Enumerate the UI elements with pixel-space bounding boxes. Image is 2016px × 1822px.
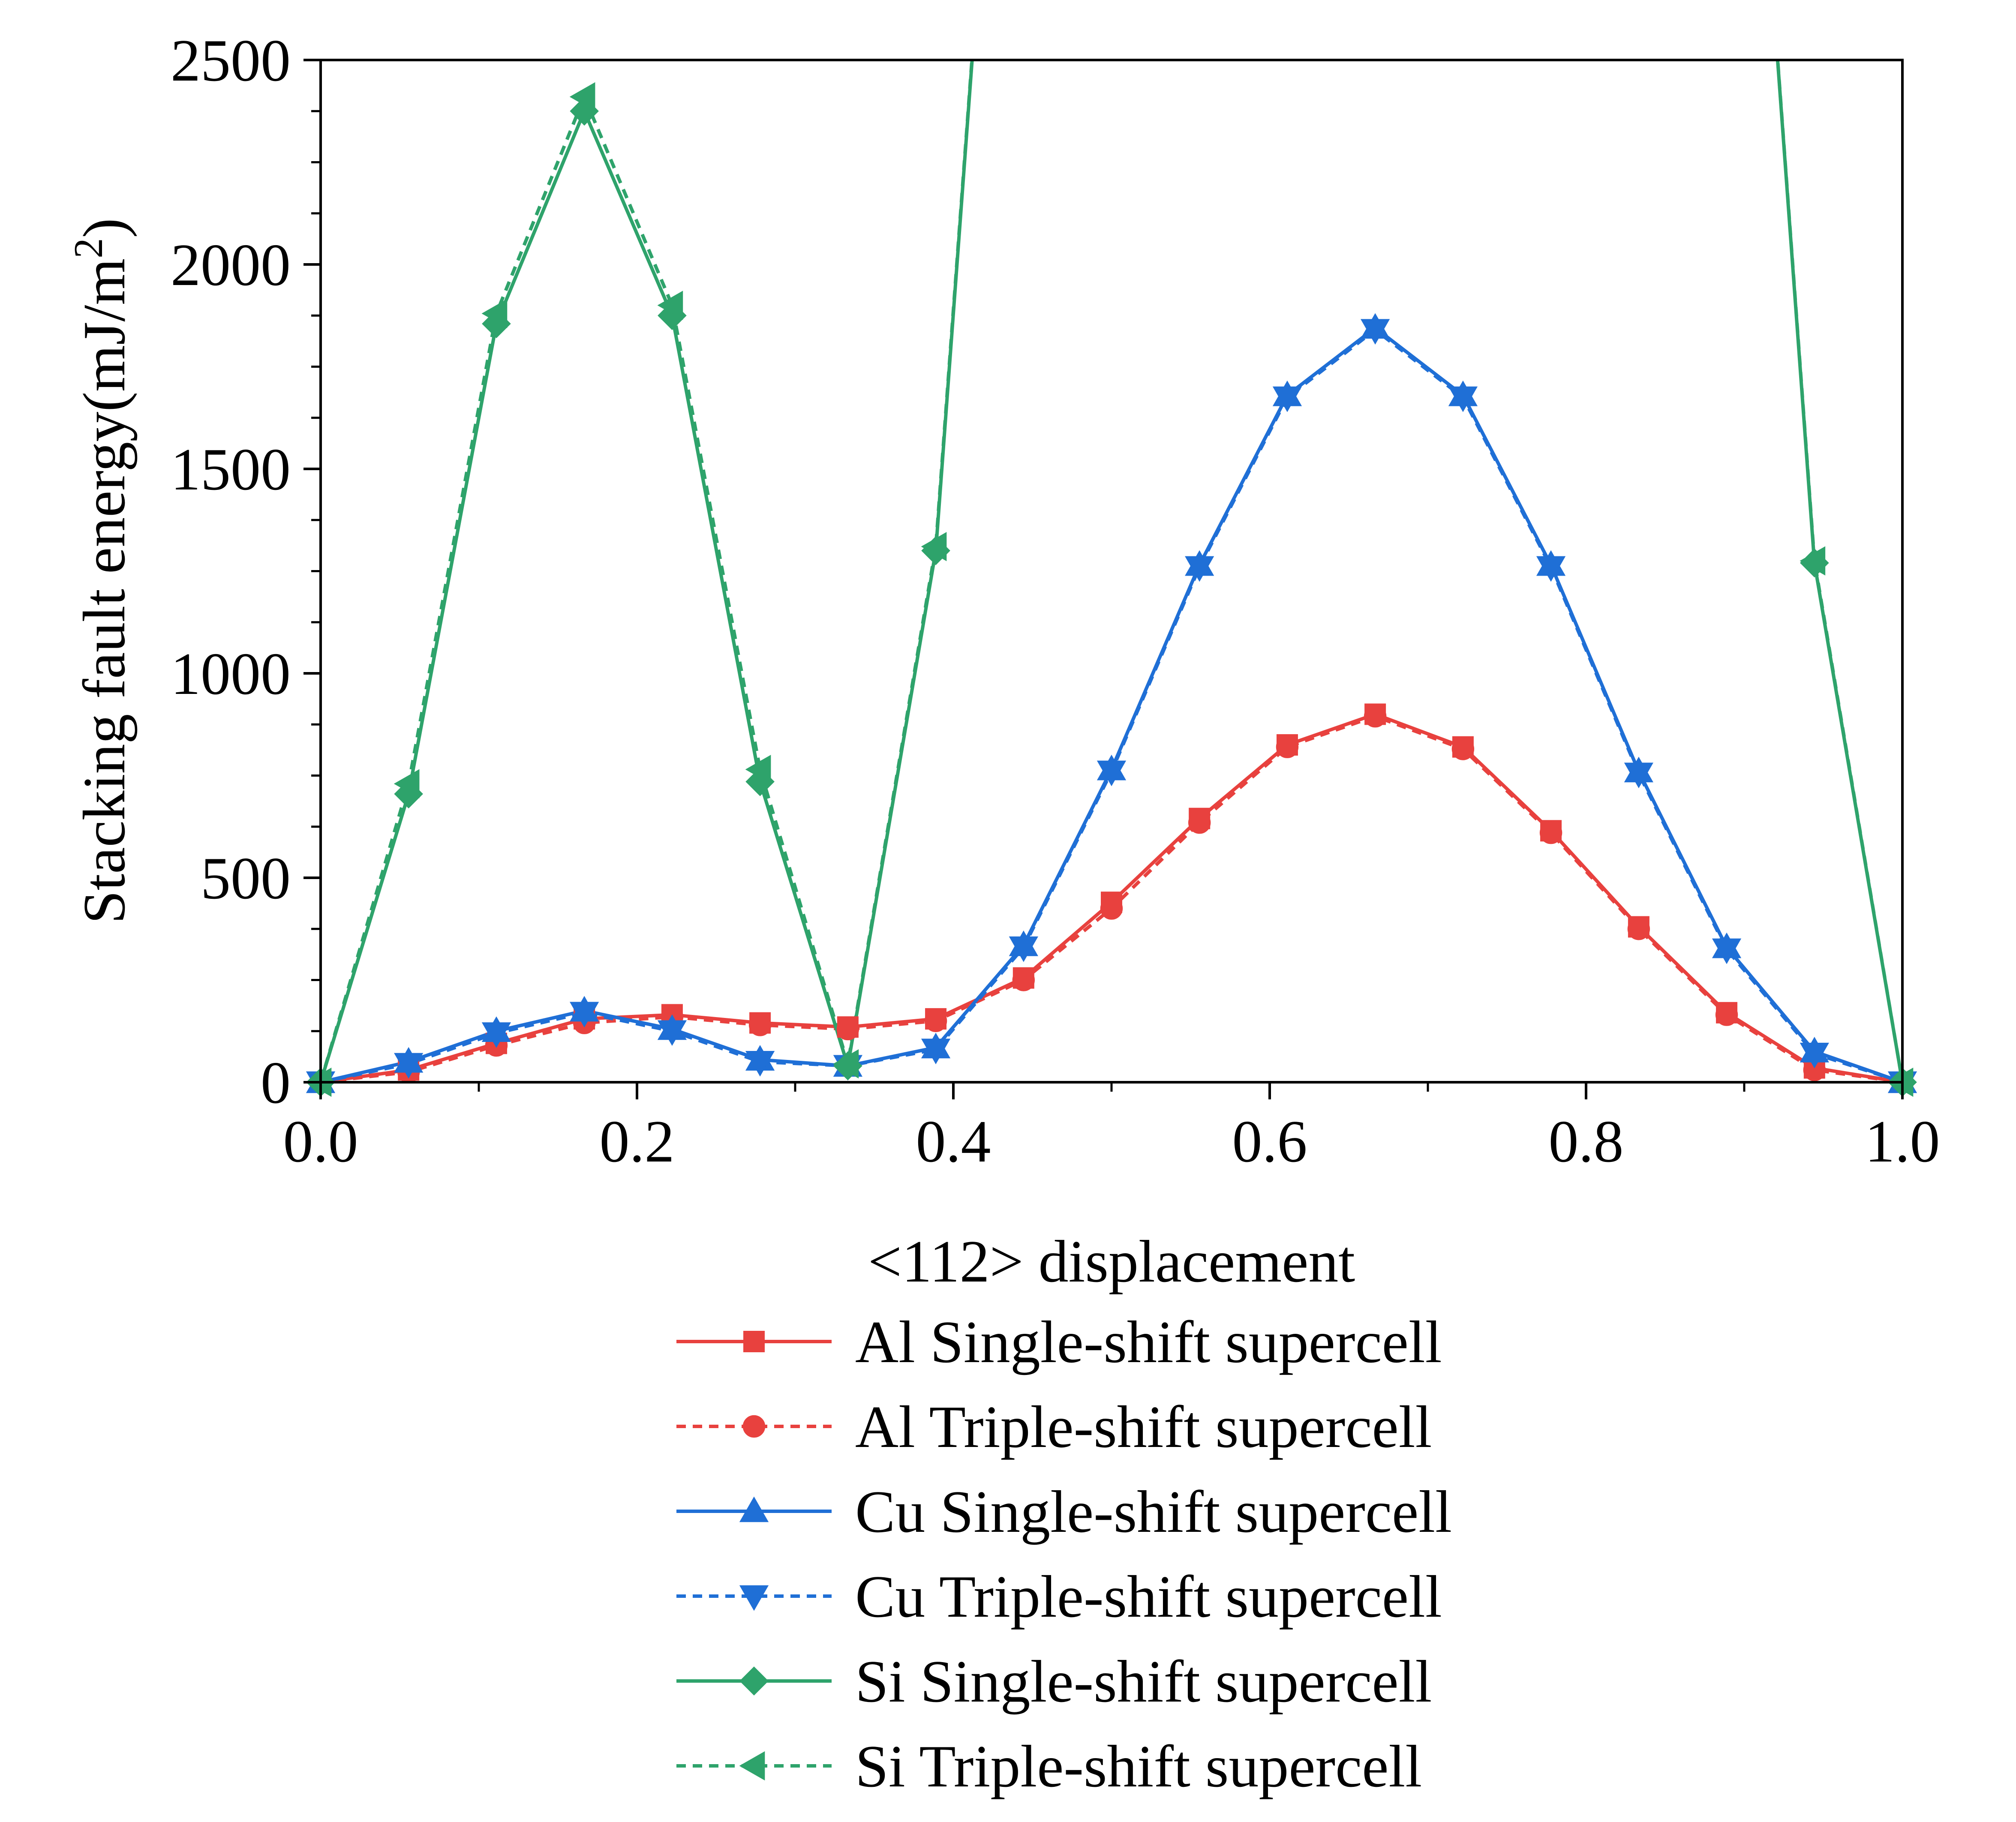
data-point	[1097, 760, 1127, 786]
x-tick-label: 0.2	[600, 1108, 675, 1175]
data-point	[394, 769, 420, 798]
legend-label: Al Triple-shift supercell	[855, 1394, 1432, 1460]
legend-marker	[739, 1751, 765, 1781]
y-tick-label: 2000	[171, 232, 291, 298]
data-point	[1188, 811, 1211, 834]
y-tick-label: 0	[261, 1050, 291, 1116]
data-point	[1185, 556, 1214, 582]
legend-marker	[739, 1496, 769, 1522]
series-line-3	[321, 327, 1902, 1082]
data-point	[1800, 1042, 1829, 1069]
data-point	[657, 291, 683, 320]
series-line-2	[321, 325, 1902, 1082]
plot-frame	[319, 59, 1904, 1084]
tick-layer: 0.0 0.2 0.4 0.6 0.8 1.0 0 500 1000 1500 2000 2500	[171, 27, 1940, 1175]
data-point	[1360, 319, 1390, 345]
y-tick-label: 500	[201, 845, 291, 912]
data-point	[1536, 556, 1566, 582]
data-point	[1364, 705, 1387, 728]
data-point	[745, 755, 771, 784]
legend-label: Cu Triple-shift supercell	[855, 1564, 1442, 1630]
legend-marker	[742, 1415, 766, 1438]
data-point	[1624, 762, 1654, 789]
x-axis-title: <112> displacement	[868, 1228, 1355, 1295]
legend: Al Single-shift supercell Al Triple-shift…	[676, 1309, 1452, 1800]
data-point	[1627, 918, 1650, 940]
data-point	[1272, 386, 1302, 412]
data-point	[833, 1049, 859, 1079]
series-line-5	[1776, 60, 1902, 1082]
marker-layer	[306, 82, 1917, 1097]
data-point	[569, 82, 595, 111]
x-tick-label: 1.0	[1865, 1108, 1940, 1175]
data-point	[924, 1009, 947, 1033]
y-tick-label: 1000	[171, 641, 291, 707]
data-point	[1100, 897, 1123, 920]
data-point	[481, 1022, 511, 1048]
data-point	[1712, 938, 1742, 964]
y-axis-title: Stacking fault energy(mJ/m2)	[66, 218, 138, 924]
series-layer	[321, 60, 1902, 1082]
data-point	[1451, 738, 1475, 760]
y-axis-title-main: Stacking fault energy(mJ/m	[71, 258, 138, 924]
data-point	[657, 1020, 687, 1046]
series-line-4	[321, 60, 974, 1082]
x-tick-label: 0.6	[1232, 1108, 1307, 1175]
legend-marker	[743, 1331, 765, 1352]
data-point	[921, 532, 947, 561]
data-point	[1539, 821, 1562, 844]
y-tick-label: 1500	[171, 436, 291, 503]
data-point	[1276, 735, 1299, 758]
data-point	[1009, 936, 1038, 962]
legend-marker	[739, 1585, 769, 1611]
series-line-5	[321, 60, 974, 1082]
legend-label: Si Triple-shift supercell	[855, 1733, 1422, 1800]
data-point	[1012, 969, 1035, 991]
data-point	[921, 1039, 951, 1065]
x-tick-label: 0.4	[916, 1108, 991, 1175]
data-point	[745, 1051, 775, 1077]
legend-marker	[739, 1666, 769, 1696]
data-point	[1448, 386, 1478, 412]
y-tick-label: 2500	[171, 27, 291, 94]
data-point	[836, 1018, 859, 1041]
legend-label: Al Single-shift supercell	[855, 1309, 1442, 1375]
legend-label: Si Single-shift supercell	[855, 1648, 1432, 1715]
data-point	[481, 299, 508, 328]
data-point	[1800, 546, 1826, 576]
data-point	[1715, 1003, 1738, 1026]
y-axis-title-sup: 2	[66, 238, 111, 258]
x-tick-label: 0.8	[1549, 1108, 1624, 1175]
legend-label: Cu Single-shift supercell	[855, 1479, 1452, 1545]
data-point	[394, 1053, 424, 1079]
y-axis-title-end: )	[71, 218, 138, 238]
data-point	[748, 1014, 772, 1036]
data-point	[569, 1002, 599, 1028]
x-tick-label: 0.0	[283, 1108, 358, 1175]
